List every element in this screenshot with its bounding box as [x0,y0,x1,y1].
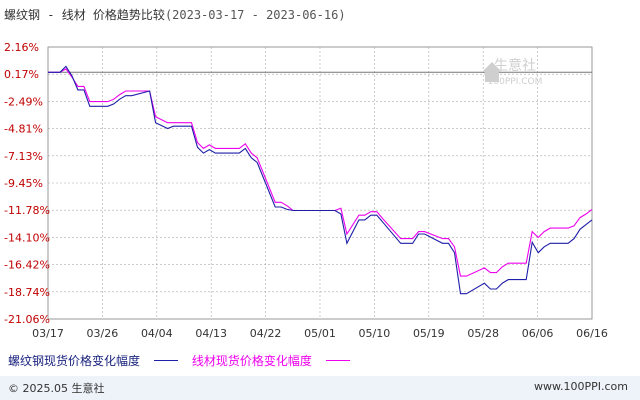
y-tick-label: -7.13% [4,150,43,163]
x-tick-label: 06/16 [576,327,608,340]
x-tick-label: 05/01 [304,327,336,340]
legend-item-rebar: 螺纹钢现货价格变化幅度 [8,352,179,369]
legend-swatch-rebar [154,360,179,361]
x-tick-label: 03/26 [87,327,119,340]
y-tick-label: -16.42% [4,259,50,272]
series-line-rebar [48,65,593,295]
series-line-wire [48,68,593,277]
x-tick-label: 04/13 [195,327,227,340]
y-tick-label: -14.10% [4,231,50,244]
y-tick-label: 2.16% [4,41,39,54]
x-tick-label: 05/10 [359,327,391,340]
watermark-url-text: 100PPI.COM [488,77,543,87]
legend-label-wire: 线材现货价格变化幅度 [191,354,312,368]
y-tick-label: -2.49% [4,95,43,108]
x-tick-label: 03/17 [32,327,64,340]
footer-copyright: © 2025.05 生意社 [8,382,105,395]
x-tick-label: 04/22 [250,327,282,340]
title-sep: - [40,8,62,22]
watermark-house-icon [485,72,499,82]
watermark-logo-text: 生意社 [494,57,536,74]
y-tick-label: -11.78% [4,204,50,217]
y-tick-label: -9.45% [4,177,43,190]
y-tick-label: -21.06% [4,313,50,326]
y-tick-label: -4.81% [4,123,43,136]
legend-item-wire: 线材现货价格变化幅度 [192,352,350,369]
x-tick-label: 05/28 [467,327,499,340]
x-tick-label: 06/06 [522,327,554,340]
chart-title: 螺纹钢 - 线材 价格趋势比较(2023-03-17 - 2023-06-16) [4,6,346,23]
legend-swatch-wire [325,360,350,361]
footer-site-link[interactable]: www.100PPI.com [534,380,628,393]
title-range: (2023-03-17 - 2023-06-16) [164,8,346,22]
legend: 螺纹钢现货价格变化幅度 线材现货价格变化幅度 [8,352,360,369]
x-tick-label: 05/19 [413,327,445,340]
title-product: 螺纹钢 [4,8,41,22]
y-tick-label: -18.74% [4,286,50,299]
watermark-house-icon [482,62,502,72]
y-tick-label: 0.17% [4,68,39,81]
footer-bar: © 2025.05 生意社 www.100PPI.com [0,376,640,400]
legend-label-rebar: 螺纹钢现货价格变化幅度 [8,354,141,368]
title-compare: 线材 价格趋势比较 [61,8,165,22]
x-tick-label: 04/04 [141,327,173,340]
